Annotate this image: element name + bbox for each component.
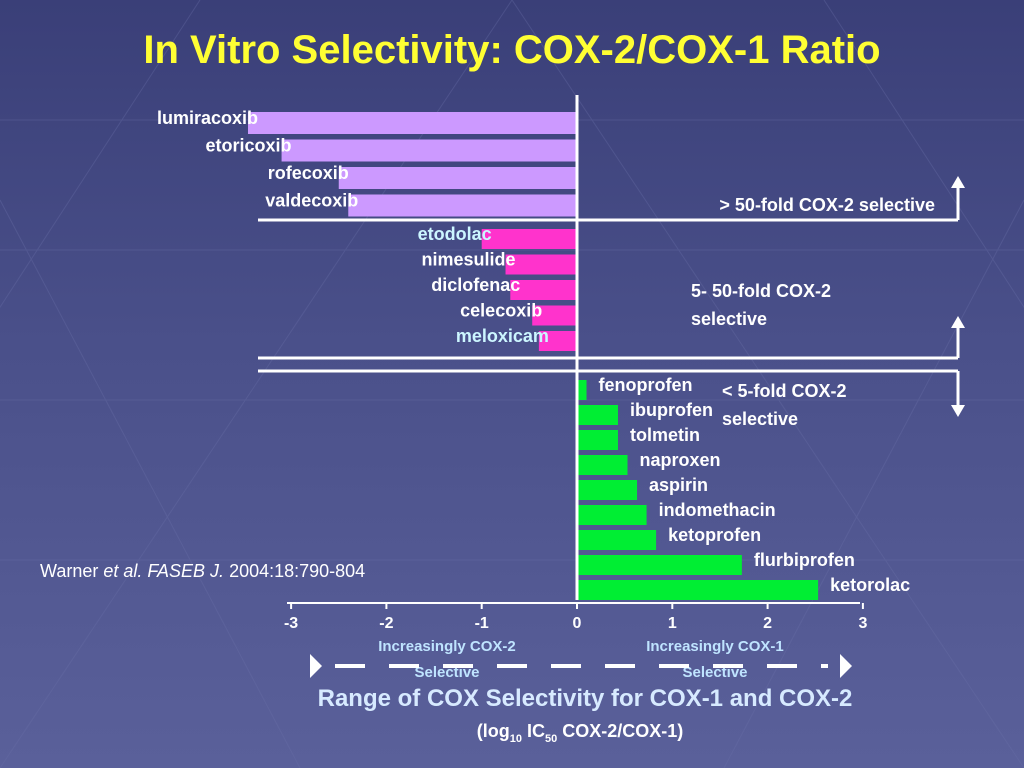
label-nimesulide: nimesulide	[421, 250, 515, 270]
label-ibuprofen: ibuprofen	[630, 400, 713, 420]
bar-celecoxib	[532, 305, 577, 326]
tick-label--2: -2	[379, 615, 393, 632]
zone3-label-line1: < 5-fold COX-2	[722, 381, 847, 401]
zone2-label-line2: selective	[691, 309, 767, 329]
label-tolmetin: tolmetin	[630, 425, 700, 445]
subtitle-sub1: 10	[510, 733, 522, 745]
tick-label--3: -3	[284, 615, 298, 632]
tick-label-3: 3	[858, 615, 867, 632]
bar-aspirin	[577, 480, 638, 500]
subtitle-sub2: 50	[545, 733, 557, 745]
tick-label-1: 1	[668, 615, 677, 632]
tick-label-2: 2	[763, 615, 772, 632]
bars-group	[248, 112, 819, 600]
left-direction-line1: Increasingly COX-2	[378, 638, 516, 655]
label-diclofenac: diclofenac	[431, 275, 520, 295]
right-direction-line2: Selective	[682, 664, 747, 681]
bar-indomethacin	[577, 505, 647, 525]
x-axis-subtitle: (log10 IC50 COX-2/COX-1)	[477, 721, 684, 745]
label-valdecoxib: valdecoxib	[265, 191, 358, 211]
label-flurbiprofen: flurbiprofen	[754, 550, 855, 570]
zone2-arrow-up-icon	[951, 316, 965, 328]
subtitle-pre: (log	[477, 721, 510, 741]
label-naproxen: naproxen	[640, 450, 721, 470]
bar-ketoprofen	[577, 530, 657, 550]
subtitle-mid: IC	[522, 721, 545, 741]
label-etodolac: etodolac	[418, 224, 492, 244]
bar-fenoprofen	[577, 380, 587, 400]
bar-tolmetin	[577, 430, 618, 450]
bar-ibuprofen	[577, 405, 618, 425]
right-arrow-icon	[840, 654, 852, 678]
page-title: In Vitro Selectivity: COX-2/COX-1 Ratio	[143, 28, 881, 72]
label-ketorolac: ketorolac	[830, 575, 910, 595]
bar-etoricoxib	[281, 139, 577, 162]
bar-valdecoxib	[348, 194, 577, 217]
label-meloxicam: meloxicam	[456, 326, 549, 346]
right-direction-line1: Increasingly COX-1	[646, 638, 784, 655]
label-etoricoxib: etoricoxib	[206, 136, 292, 156]
bar-etodolac	[481, 229, 577, 249]
left-direction-line2: Selective	[414, 664, 479, 681]
label-rofecoxib: rofecoxib	[268, 163, 349, 183]
subtitle-post: COX-2/COX-1)	[557, 721, 683, 741]
bar-meloxicam	[538, 331, 577, 351]
bar-naproxen	[577, 455, 628, 475]
label-ketoprofen: ketoprofen	[668, 525, 761, 545]
bar-nimesulide	[505, 254, 577, 275]
zone1-label: > 50-fold COX-2 selective	[719, 195, 935, 215]
bar-ketorolac	[577, 580, 819, 600]
label-celecoxib: celecoxib	[460, 301, 542, 321]
tick-label-0: 0	[573, 615, 582, 632]
zone2-label-line1: 5- 50-fold COX-2	[691, 281, 831, 301]
zone3-arrow-down-icon	[951, 405, 965, 417]
zone3-label-line2: selective	[722, 409, 798, 429]
zone1-arrow-up-icon	[951, 176, 965, 188]
citation-etal: et al. FASEB J.	[103, 561, 224, 581]
bar-rofecoxib	[338, 167, 577, 189]
label-indomethacin: indomethacin	[659, 500, 776, 520]
citation-ref: 2004:18:790-804	[224, 561, 365, 581]
bar-lumiracoxib	[248, 112, 577, 134]
left-arrow-icon	[310, 654, 322, 678]
tick-label--1: -1	[475, 615, 489, 632]
citation: Warner et al. FASEB J. 2004:18:790-804	[40, 561, 365, 581]
label-lumiracoxib: lumiracoxib	[157, 108, 258, 128]
drug-labels-group: lumiracoxib etoricoxib rofecoxib valdecoxib…	[157, 108, 910, 595]
bar-flurbiprofen	[577, 555, 742, 575]
bar-diclofenac	[510, 280, 577, 300]
label-aspirin: aspirin	[649, 475, 708, 495]
citation-author: Warner	[40, 561, 103, 581]
x-ticks-group: -3 -2 -1 0 1 2 3	[284, 603, 867, 632]
x-axis-title: Range of COX Selectivity for COX-1 and C…	[318, 685, 853, 712]
label-fenoprofen: fenoprofen	[599, 375, 693, 395]
